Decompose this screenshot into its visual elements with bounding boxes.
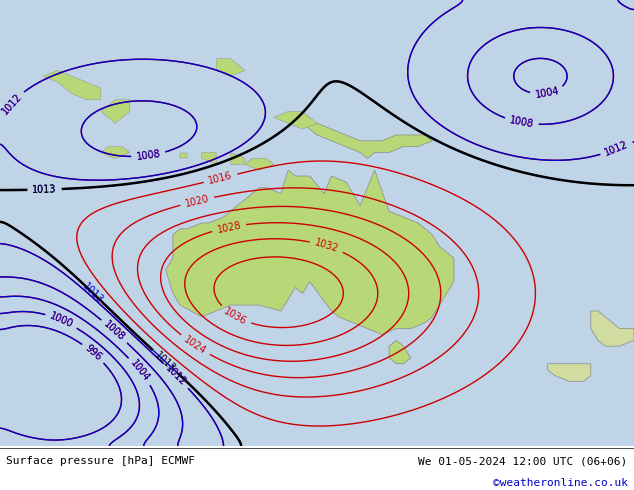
Text: 1008: 1008 xyxy=(508,115,534,130)
Text: 1016: 1016 xyxy=(207,171,233,186)
Polygon shape xyxy=(389,340,411,364)
Text: 1012: 1012 xyxy=(604,139,630,158)
Text: 1028: 1028 xyxy=(216,220,242,235)
Text: 1012: 1012 xyxy=(0,91,23,116)
Text: 1032: 1032 xyxy=(313,238,340,255)
Polygon shape xyxy=(180,152,187,158)
Text: 996: 996 xyxy=(83,343,103,363)
Text: 1013: 1013 xyxy=(32,184,57,195)
Text: 1013: 1013 xyxy=(32,184,57,195)
Text: 996: 996 xyxy=(83,343,103,363)
Polygon shape xyxy=(548,364,591,381)
Polygon shape xyxy=(295,117,432,158)
Polygon shape xyxy=(165,170,454,334)
Polygon shape xyxy=(216,59,245,76)
Text: 1024: 1024 xyxy=(182,334,208,356)
Polygon shape xyxy=(43,71,101,100)
Text: 1004: 1004 xyxy=(129,359,152,384)
Text: 1012: 1012 xyxy=(164,364,188,388)
Text: 1008: 1008 xyxy=(102,319,127,343)
Text: 1036: 1036 xyxy=(223,306,249,327)
Text: 1008: 1008 xyxy=(508,115,534,130)
Text: 1004: 1004 xyxy=(534,86,560,100)
Text: Surface pressure [hPa] ECMWF: Surface pressure [hPa] ECMWF xyxy=(6,456,195,466)
Polygon shape xyxy=(101,100,130,123)
Text: 1012: 1012 xyxy=(604,139,630,158)
Text: 1000: 1000 xyxy=(48,311,75,330)
Text: 1008: 1008 xyxy=(102,319,127,343)
Text: 1004: 1004 xyxy=(129,359,152,384)
Polygon shape xyxy=(245,158,274,170)
Polygon shape xyxy=(591,311,634,346)
Text: 1012: 1012 xyxy=(0,91,23,116)
Text: 1012: 1012 xyxy=(164,364,188,388)
Text: 1008: 1008 xyxy=(136,149,161,162)
Text: 1013: 1013 xyxy=(81,281,106,306)
Polygon shape xyxy=(274,112,317,129)
Text: 1020: 1020 xyxy=(184,194,210,209)
Text: ©weatheronline.co.uk: ©weatheronline.co.uk xyxy=(493,478,628,489)
Polygon shape xyxy=(101,147,130,158)
Polygon shape xyxy=(202,152,216,164)
Text: 1004: 1004 xyxy=(534,86,560,100)
Text: 1008: 1008 xyxy=(136,149,161,162)
Text: We 01-05-2024 12:00 UTC (06+06): We 01-05-2024 12:00 UTC (06+06) xyxy=(418,456,628,466)
Text: 1013: 1013 xyxy=(153,350,178,374)
Text: 1000: 1000 xyxy=(48,311,75,330)
Polygon shape xyxy=(231,152,245,164)
